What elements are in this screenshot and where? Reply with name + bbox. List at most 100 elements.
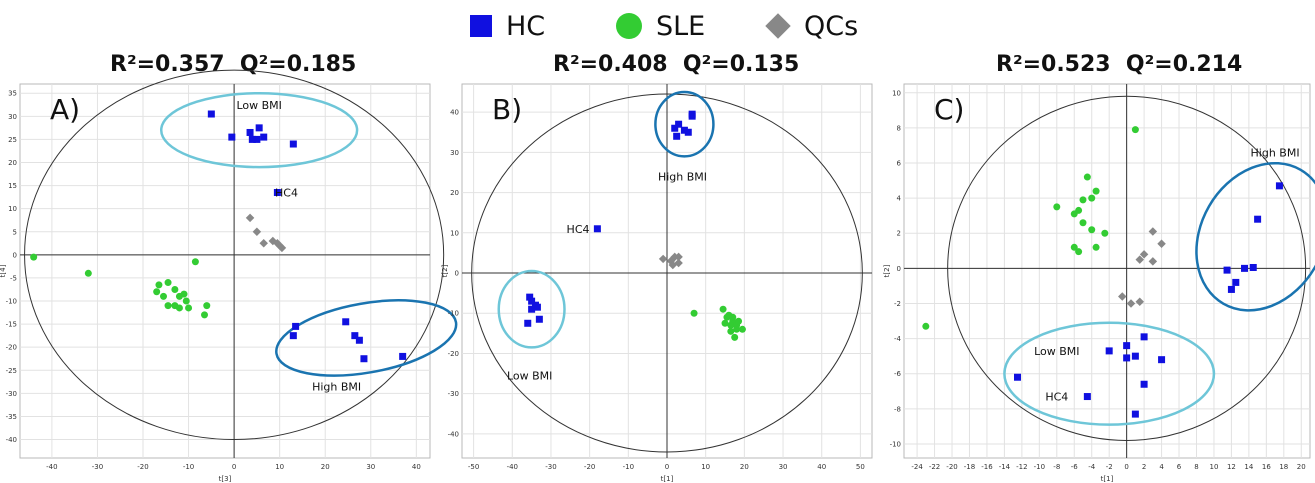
hc-point	[675, 120, 683, 128]
sle-point	[1131, 126, 1139, 134]
group-ellipse	[1003, 321, 1216, 426]
y-tick-label: 0	[13, 251, 17, 259]
sle-point	[719, 305, 727, 313]
y-tick-label: 10	[450, 229, 459, 237]
x-tick-label: -2	[1106, 463, 1113, 471]
hc-point	[1105, 347, 1113, 355]
y-tick-label: 10	[8, 205, 17, 213]
x-axis-label: t[1]	[661, 475, 674, 483]
sle-point	[729, 313, 737, 321]
hc-point	[399, 352, 407, 360]
sle-point	[180, 290, 188, 298]
sle-point	[1092, 187, 1100, 195]
x-tick-label: -12	[1016, 463, 1027, 471]
sle-point	[164, 302, 172, 310]
x-tick-label: 30	[366, 463, 375, 471]
hc-point	[1123, 342, 1131, 350]
annotation-label: HC4	[567, 223, 590, 236]
x-tick-label: -20	[137, 463, 148, 471]
y-tick-label: 10	[892, 89, 901, 97]
sle-point	[153, 288, 161, 296]
hc-point	[533, 303, 541, 311]
hc-point	[207, 110, 215, 118]
sle-point	[1088, 194, 1096, 202]
group-ellipse	[275, 299, 458, 377]
y-axis-label: t[2]	[441, 264, 449, 277]
sle-point	[1070, 243, 1078, 251]
plot-area	[19, 83, 431, 459]
x-tick-label: -22	[929, 463, 940, 471]
sle-point	[727, 321, 735, 329]
annotation-label: High BMI	[312, 380, 361, 393]
y-tick-label: 8	[897, 124, 901, 132]
sle-point	[175, 304, 183, 312]
annotation-label: High BMI	[658, 170, 707, 183]
y-tick-label: 5	[13, 228, 17, 236]
x-tick-label: 0	[665, 463, 669, 471]
y-tick-label: -20	[448, 350, 459, 358]
hc-point	[684, 128, 692, 136]
y-tick-label: 0	[897, 265, 901, 273]
x-tick-label: -8	[1053, 463, 1060, 471]
x-tick-label: 4	[1159, 463, 1164, 471]
x-tick-label: 18	[1279, 463, 1288, 471]
qc-point	[658, 254, 668, 264]
y-tick-label: 40	[450, 109, 459, 117]
hc-point	[1223, 266, 1231, 274]
y-tick-label: 35	[8, 90, 17, 98]
hc-point	[528, 297, 536, 305]
y-tick-label: -10	[6, 298, 17, 306]
sle-point	[1088, 226, 1096, 234]
legend-item-sle: SLE	[616, 10, 705, 42]
qc-point	[245, 213, 255, 223]
x-tick-label: 20	[321, 463, 330, 471]
sle-point	[1079, 219, 1087, 227]
y-tick-label: 30	[450, 149, 459, 157]
annotation-label: HC4	[1045, 391, 1068, 404]
hc-point	[524, 319, 532, 327]
hc-point	[680, 126, 688, 134]
panel-label: A)	[50, 93, 80, 126]
sle-point	[155, 281, 163, 289]
x-tick-label: -6	[1071, 463, 1079, 471]
chart-legend: HC SLE QCs	[0, 0, 1315, 52]
hc-point	[246, 128, 254, 136]
y-tick-label: 2	[897, 230, 901, 238]
sle-point	[735, 317, 743, 325]
qc-point	[259, 239, 268, 248]
x-tick-label: -30	[545, 463, 556, 471]
sle-point	[721, 319, 729, 327]
panel-a-title: R²=0.357 Q²=0.185	[110, 52, 357, 77]
hc-point	[673, 132, 681, 140]
hc-point	[1083, 393, 1091, 401]
y-tick-label: 15	[8, 182, 17, 190]
hc-point	[1227, 285, 1235, 293]
y-tick-label: -40	[6, 436, 17, 444]
legend-label-hc: HC	[506, 10, 546, 42]
hc-point	[351, 332, 359, 340]
x-tick-label: 10	[275, 463, 284, 471]
x-tick-label: 50	[856, 463, 865, 471]
sle-point	[1053, 203, 1061, 211]
y-tick-label: -40	[448, 430, 459, 438]
qc-point	[1118, 292, 1127, 301]
hc-point	[355, 336, 363, 344]
qc-point	[252, 227, 262, 236]
x-tick-label: -20	[584, 463, 595, 471]
x-tick-label: 10	[701, 463, 710, 471]
x-tick-label: 6	[1177, 463, 1182, 471]
sle-point	[203, 302, 211, 310]
hc-point	[253, 135, 261, 143]
y-tick-label: -4	[894, 335, 902, 343]
group-ellipse	[654, 90, 715, 158]
x-tick-label: -18	[964, 463, 975, 471]
panel-c-title: R²=0.523 Q²=0.214	[996, 52, 1243, 77]
sle-point	[1075, 248, 1083, 256]
annotation-label: High BMI	[1251, 146, 1300, 159]
hc-point	[1123, 354, 1131, 362]
annotation-label: Low BMI	[236, 99, 281, 112]
sle-point	[922, 322, 930, 330]
sle-point	[733, 325, 741, 333]
y-tick-label: -35	[6, 413, 17, 421]
